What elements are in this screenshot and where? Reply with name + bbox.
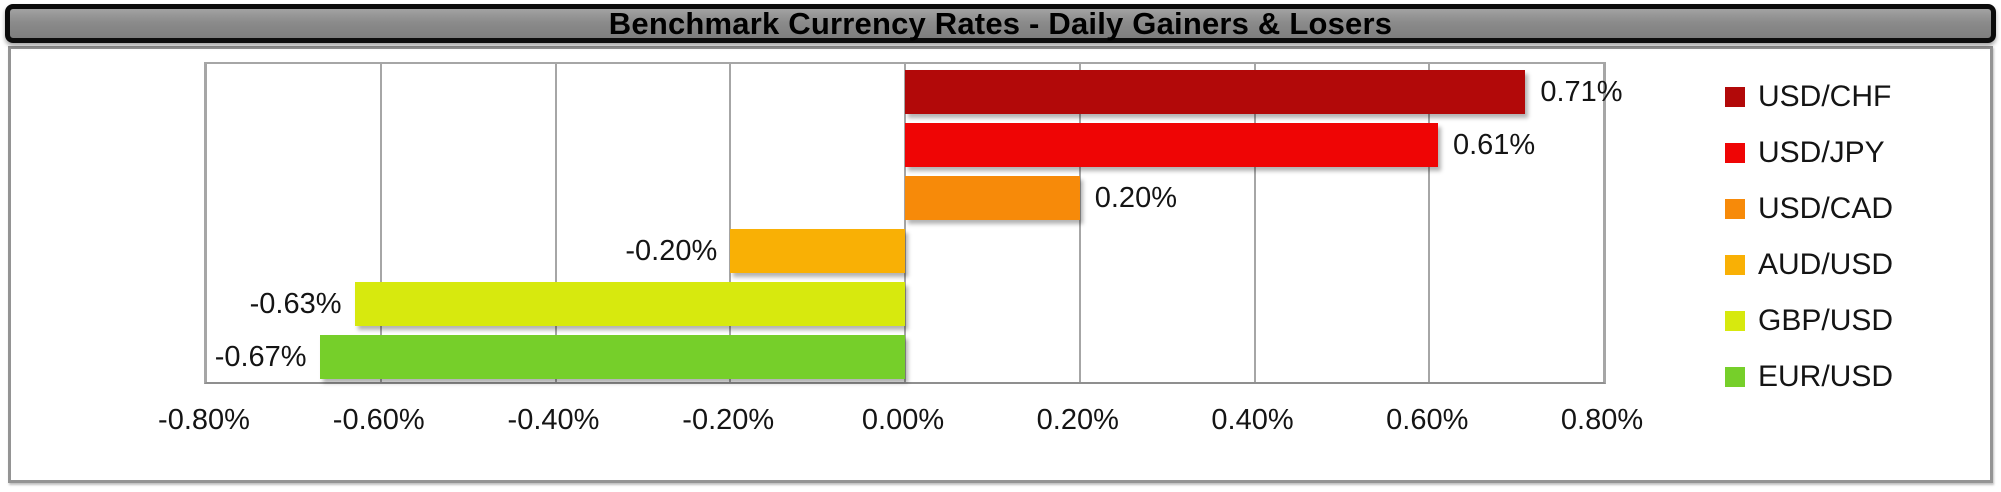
- legend-swatch: [1725, 367, 1745, 387]
- legend-item-aud-usd: AUD/USD: [1725, 237, 1893, 293]
- legend-item-usd-chf: USD/CHF: [1725, 69, 1893, 125]
- gridline: [1253, 64, 1256, 382]
- legend: USD/CHF USD/JPY USD/CAD AUD/USD GBP/USD EUR/U…: [1725, 69, 1893, 405]
- bar-value-label: -0.63%: [249, 287, 342, 320]
- legend-label: AUD/USD: [1758, 248, 1894, 281]
- gridline: [1078, 64, 1081, 382]
- bar-value-label: 0.61%: [1452, 128, 1536, 161]
- legend-item-gbp-usd: GBP/USD: [1725, 293, 1893, 349]
- bar-usd-chf: [905, 69, 1526, 114]
- bar-eur-usd: [319, 334, 905, 379]
- gridline: [1428, 64, 1431, 382]
- x-axis-tick-label: 0.40%: [1211, 404, 1294, 436]
- bar-aud-usd: [730, 228, 905, 273]
- bar-value-label: 0.71%: [1540, 75, 1623, 108]
- legend-item-eur-usd: EUR/USD: [1725, 349, 1893, 405]
- x-axis-tick-label: -0.20%: [682, 404, 775, 436]
- legend-item-usd-jpy: USD/JPY: [1725, 125, 1893, 181]
- x-axis-tick-label: -0.80%: [158, 404, 250, 436]
- legend-swatch: [1725, 311, 1745, 331]
- legend-label: GBP/USD: [1758, 304, 1894, 337]
- legend-swatch: [1725, 87, 1745, 107]
- bar-gbp-usd: [354, 281, 905, 326]
- x-axis-tick-label: -0.60%: [332, 404, 425, 436]
- legend-swatch: [1725, 255, 1745, 275]
- bar-value-label: -0.20%: [625, 234, 718, 267]
- legend-swatch: [1725, 143, 1745, 163]
- x-axis-tick-label: 0.60%: [1386, 404, 1469, 436]
- gridline: [904, 64, 906, 382]
- gridline: [554, 64, 557, 382]
- gridline: [205, 64, 207, 382]
- x-axis-tick-label: 0.20%: [1036, 404, 1119, 436]
- legend-item-usd-cad: USD/CAD: [1725, 181, 1893, 237]
- gridline: [729, 64, 732, 382]
- bar-value-label: -0.67%: [214, 340, 307, 373]
- legend-label: USD/CAD: [1758, 192, 1894, 225]
- gridline: [1603, 64, 1605, 382]
- chart-title-bar: Benchmark Currency Rates - Daily Gainers…: [5, 4, 1996, 43]
- legend-label: USD/CHF: [1758, 80, 1892, 113]
- legend-label: EUR/USD: [1758, 360, 1894, 393]
- legend-swatch: [1725, 199, 1745, 219]
- legend-label: USD/JPY: [1758, 136, 1885, 169]
- x-axis-tick-label: 0.80%: [1560, 404, 1644, 436]
- gridline: [379, 64, 382, 382]
- bar-usd-jpy: [905, 122, 1438, 167]
- x-axis: -0.80% -0.60% -0.40% -0.20% 0.00% 0.20% 0.40% 0…: [158, 382, 1643, 452]
- chart-title: Benchmark Currency Rates - Daily Gainers…: [608, 5, 1393, 41]
- bar-usd-cad: [905, 175, 1080, 220]
- x-axis-tick-label: 0.00%: [861, 404, 945, 436]
- bar-value-label: 0.20%: [1094, 181, 1177, 214]
- plot-area: 0.71% 0.61% 0.20% -0.20% -0.63% -0.67%: [204, 62, 1623, 384]
- x-axis-tick-label: -0.40%: [507, 404, 600, 436]
